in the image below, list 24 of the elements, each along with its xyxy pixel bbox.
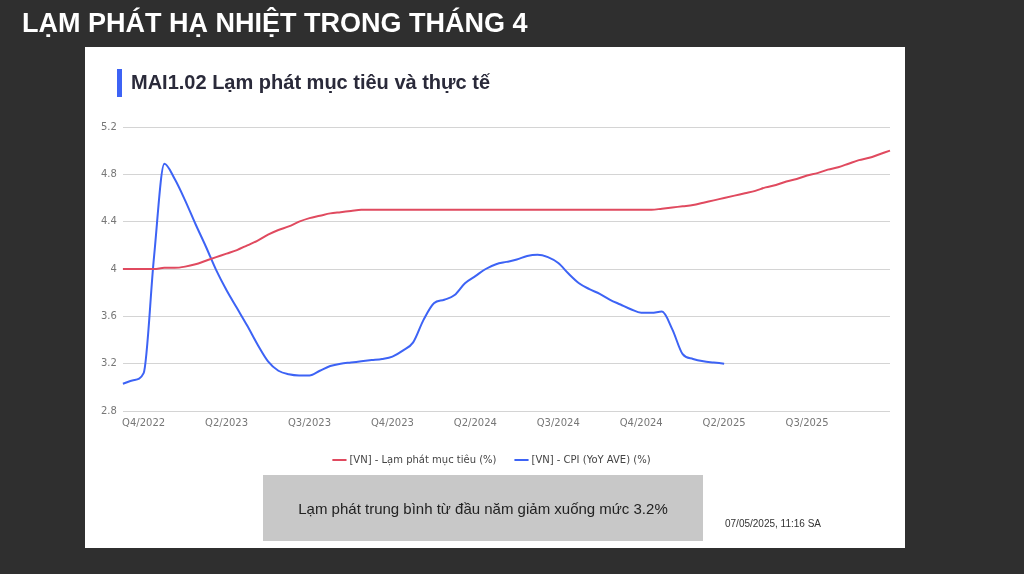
legend-label: [VN] - Lạm phát mục tiêu (%) (349, 453, 497, 466)
x-tick-label: Q3/2025 (785, 416, 829, 428)
x-tick-label: Q4/2022 (122, 416, 166, 428)
y-tick-label: 2.8 (101, 404, 117, 416)
x-tick-label: Q4/2023 (370, 416, 414, 428)
x-tick-label: Q3/2023 (287, 416, 332, 428)
y-tick-label: 3.2 (101, 357, 117, 369)
y-tick-label: 5.2 (101, 120, 117, 132)
text: Lạm phát trung bình từ đầu năm giảm xuống mức 3.2% (263, 475, 703, 541)
y-tick-label: 4 (110, 262, 117, 274)
y-tick-label: 3.6 (101, 309, 117, 321)
line-series (121, 162, 726, 385)
chart-subtitle: MAI1.02 Lạm phát mục tiêu và thực tế (117, 71, 491, 94)
text: 07/05/2025, 11:16 SA (724, 518, 821, 529)
legend-label: [VN] - CPI (YoY AVE) (%) (531, 453, 651, 465)
x-tick-label: Q2/2025 (702, 416, 746, 428)
x-tick-label: Q2/2024 (453, 416, 497, 428)
chart-title: LẠM PHÁT HẠ NHIỆT TRONG THÁNG 4 (22, 8, 528, 39)
x-tick-label: Q4/2024 (619, 416, 663, 428)
x-tick-label: Q2/2023 (205, 416, 249, 428)
y-tick-label: 4.4 (101, 215, 117, 227)
x-tick-label: Q3/2024 (536, 416, 580, 428)
y-tick-label: 4.8 (101, 167, 117, 179)
line-series (121, 149, 891, 270)
